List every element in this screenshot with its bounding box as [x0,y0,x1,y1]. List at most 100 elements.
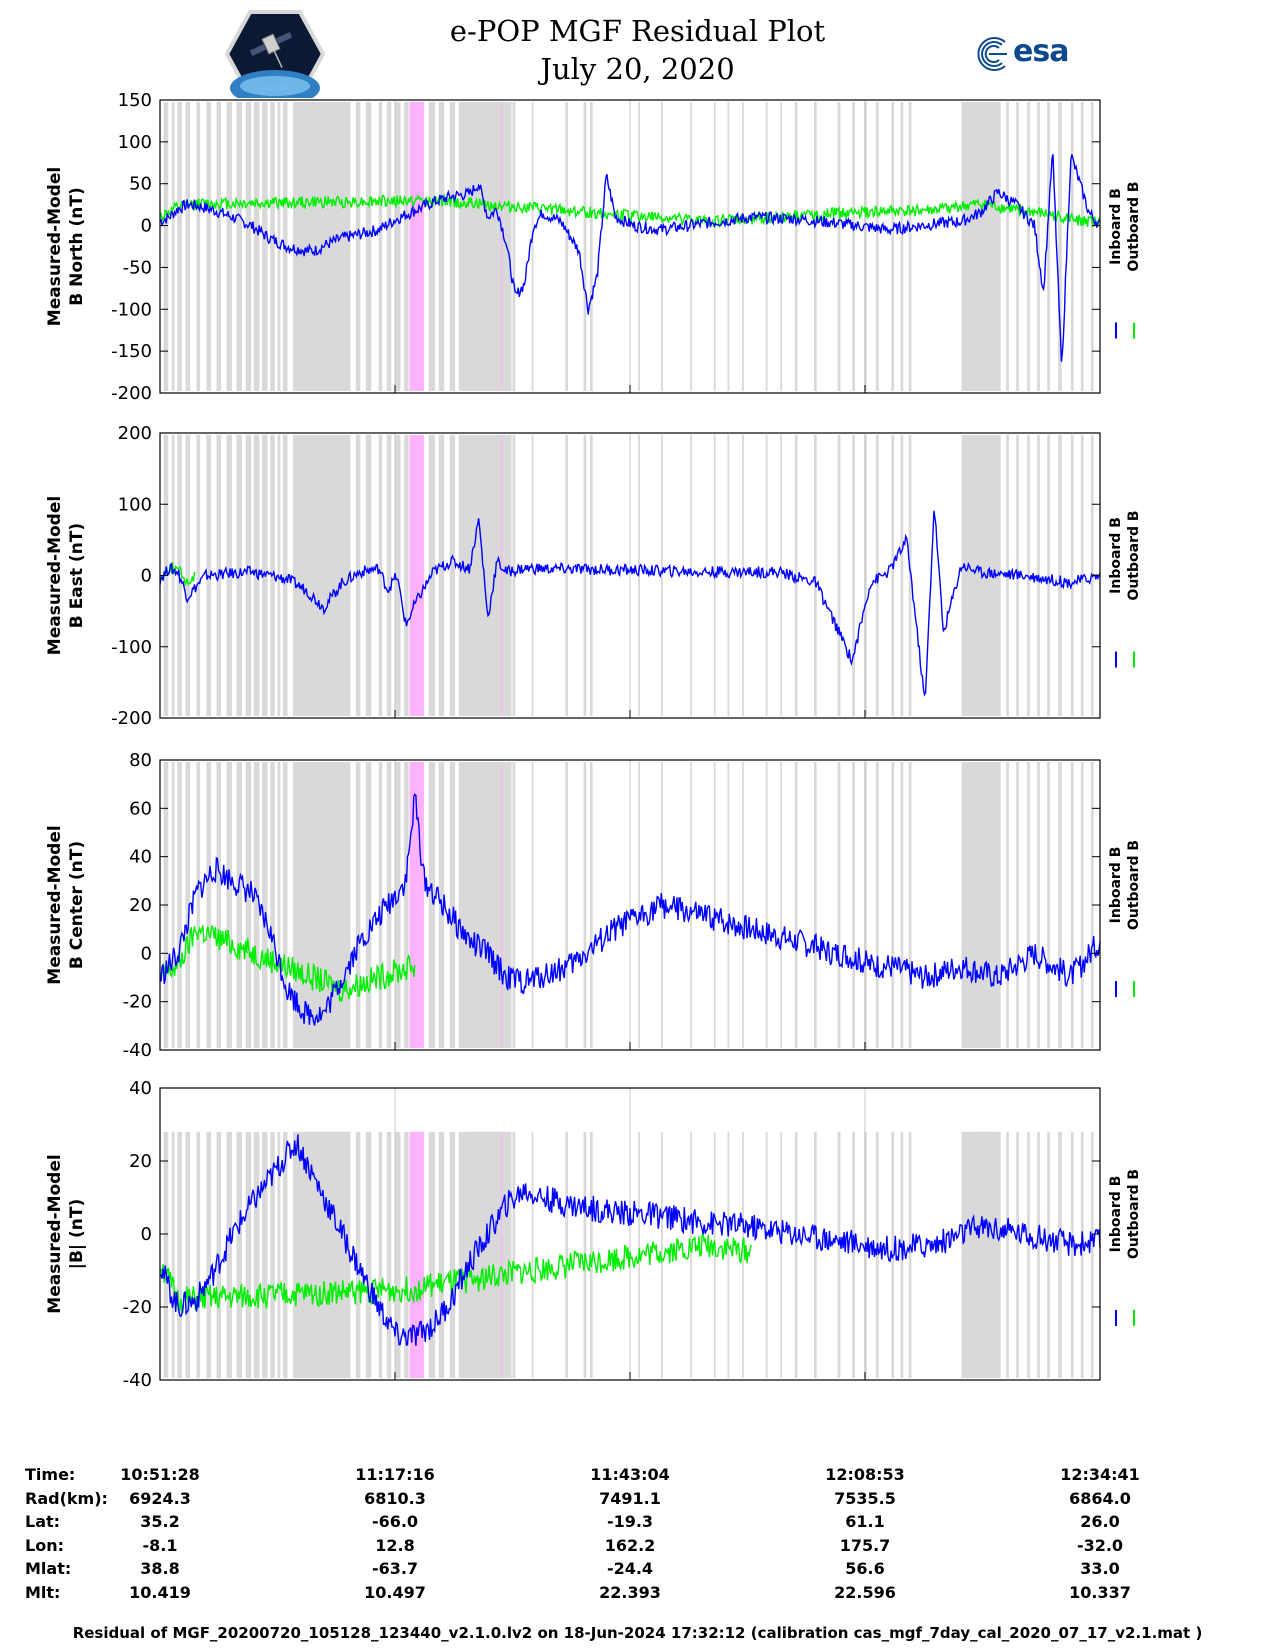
data-gap-band [236,102,242,391]
data-gap-band [589,102,593,391]
data-gap-band [531,435,534,716]
data-gap-band [891,762,895,1048]
data-gap-band [277,762,281,1048]
data-gap-band [1006,762,1009,1048]
y-axis-label-line1: Measured-Model [45,496,65,655]
data-gap-band [1037,102,1040,391]
data-gap-band [270,1131,275,1378]
data-gap-region [292,1131,351,1378]
highlight-band [409,102,425,391]
data-gap-band [852,435,855,716]
y-tick-label: -50 [123,257,152,278]
data-gap-band [404,435,409,716]
data-gap-band [395,435,401,716]
highlight-band [409,1131,425,1378]
info-time-value: 12:08:53 [825,1465,905,1484]
y-axis-label-line2: |B| (nT) [67,1199,87,1270]
data-gap-band [262,762,268,1048]
data-gap-band [1080,435,1084,716]
data-gap-band [727,1131,730,1378]
data-gap-band [1006,102,1009,391]
data-gap-band [216,102,222,391]
y-axis-label: Measured-Model B Center (nT) [45,825,87,984]
y-tick-label: 20 [129,1151,152,1172]
data-gap-band [355,762,361,1048]
data-gap-band [245,1131,252,1378]
data-gap-band [1016,102,1019,391]
data-gap-band [727,762,730,1048]
data-gap-band [690,762,692,1048]
data-gap-band [395,762,401,1048]
data-gap-band [1027,762,1030,1048]
data-gap-band [171,1131,175,1378]
data-gap-band [171,102,175,391]
data-gap-band [565,1131,569,1378]
data-gap-band [780,435,783,716]
series-inboard-b [159,154,1101,362]
y-tick-label: -100 [111,637,152,658]
data-gap-band [589,1131,593,1378]
data-gap-band [378,435,383,716]
y-tick-label: -40 [123,1370,152,1391]
info-lon-value: 12.8 [375,1535,415,1555]
data-gap-band [765,1131,768,1378]
data-gap-band [875,1131,879,1378]
info-row-label-lon: Lon: [25,1535,64,1555]
highlight-band [409,435,425,716]
data-gap-band [900,435,904,716]
legend-inboard-label: Inboard B [1108,517,1124,594]
data-gap-band [177,762,182,1048]
y-axis-label: Measured-Model |B| (nT) [45,1154,87,1313]
data-gap-band [875,762,879,1048]
data-gap-band [900,762,904,1048]
data-gap-band [1006,1131,1009,1378]
y-tick-label: 80 [129,750,152,771]
data-gap-band [512,762,516,1048]
data-gap-band [404,762,409,1048]
data-gap-band [794,435,798,716]
cassiope-logo-label: CASSIOPE [260,85,290,92]
data-gap-band [378,102,383,391]
data-gap-band [512,102,516,391]
data-gap-band [206,435,212,716]
data-gap-band [171,435,175,716]
data-gap-band [404,102,409,391]
data-gap-band [891,102,895,391]
series-outboard-b [159,192,1101,229]
data-gap-region [462,102,512,391]
data-gap-band [458,762,465,1048]
data-gap-band [365,102,372,391]
info-lat-value: -66.0 [371,1512,419,1531]
data-gap-band [891,435,895,716]
data-gap-band [531,1131,534,1378]
data-gap-band [727,102,730,391]
y-axis-label: Measured-Model B East (nT) [45,496,87,655]
data-gap-band [837,1131,841,1378]
y-axis-label: Measured-Model B North (nT) [45,167,87,326]
info-time-value: 11:17:16 [355,1465,435,1484]
data-gap-band [583,762,587,1048]
data-gap-band [458,1131,465,1378]
data-gap-band [277,102,281,391]
data-gap-region [961,762,1001,1048]
data-gap-band [531,102,534,391]
data-gap-band [365,1131,372,1378]
info-rad-value: 6864.0 [1069,1488,1131,1508]
data-gap-band [196,762,201,1048]
data-gap-band [837,102,841,391]
data-gap-band [1080,762,1084,1048]
data-gap-region [292,435,351,716]
data-gap-band [1027,102,1030,391]
y-tick-label: 100 [118,494,152,515]
info-mlt-value: 10.419 [129,1582,191,1602]
data-gap-band [206,1131,212,1378]
data-gap-band [813,1131,817,1378]
data-gap-band [163,1131,169,1378]
y-tick-label: 100 [118,132,152,153]
data-gap-band [908,762,912,1048]
info-time-value: 11:43:04 [590,1465,670,1484]
y-tick-label: 0 [141,216,152,237]
data-gap-band [236,762,242,1048]
data-gap-band [565,102,569,391]
